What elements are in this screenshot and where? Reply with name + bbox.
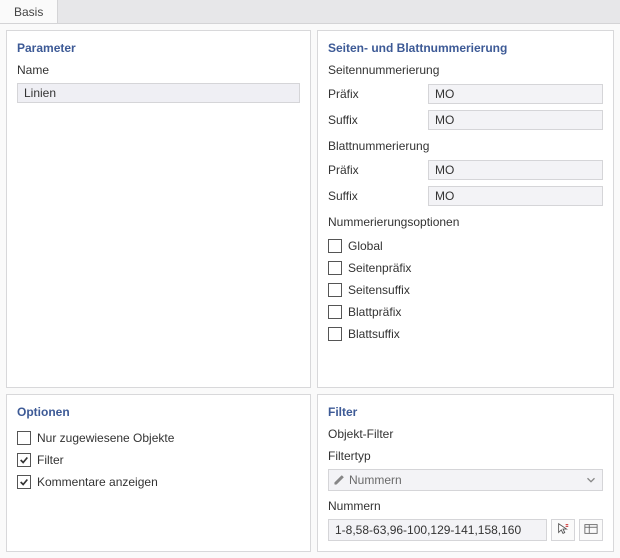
pick-button[interactable] — [551, 519, 575, 541]
sheet-prefix-label: Präfix — [328, 163, 428, 177]
checkbox[interactable] — [328, 239, 342, 253]
filtertype-dropdown[interactable]: Nummern — [328, 469, 603, 491]
panel-parameter: Parameter Name Linien — [6, 30, 311, 388]
checkbox[interactable] — [328, 327, 342, 341]
options-list: Nur zugewiesene Objekte Filter Kommentare … — [17, 427, 300, 493]
chevron-down-icon — [584, 473, 598, 487]
sheet-suffix-label: Suffix — [328, 189, 428, 203]
page-numbering-heading: Seitennummerierung — [328, 63, 603, 77]
numbers-label: Nummern — [328, 499, 603, 513]
page-prefix-value: MO — [435, 87, 454, 101]
numbering-option-1[interactable]: Seitenpräfix — [328, 257, 603, 279]
table-button[interactable] — [579, 519, 603, 541]
numbers-value: 1-8,58-63,96-100,129-141,158,160 — [335, 523, 521, 537]
checkbox[interactable] — [328, 261, 342, 275]
panel-options: Optionen Nur zugewiesene Objekte Filter Ko… — [6, 394, 311, 552]
panel-title: Filter — [328, 405, 603, 419]
panel-title: Optionen — [17, 405, 300, 419]
panels-grid: Parameter Name Linien Seiten- und Blattn… — [0, 24, 620, 558]
page-suffix-value: MO — [435, 113, 454, 127]
checkbox-label: Blattsuffix — [348, 327, 400, 341]
tabstrip: Basis — [0, 0, 620, 24]
checkbox-label: Blattpräfix — [348, 305, 401, 319]
numbering-option-0[interactable]: Global — [328, 235, 603, 257]
checkbox[interactable] — [328, 305, 342, 319]
page-prefix-input[interactable]: MO — [428, 84, 603, 104]
page-prefix-row: Präfix MO — [328, 83, 603, 105]
sheet-prefix-value: MO — [435, 163, 454, 177]
tab-basis[interactable]: Basis — [0, 0, 58, 23]
panel-numbering: Seiten- und Blattnummerierung Seitennumm… — [317, 30, 614, 388]
numbering-option-4[interactable]: Blattsuffix — [328, 323, 603, 345]
name-label: Name — [17, 63, 300, 77]
page-suffix-label: Suffix — [328, 113, 428, 127]
page-prefix-label: Präfix — [328, 87, 428, 101]
checkbox[interactable] — [17, 431, 31, 445]
option-2[interactable]: Kommentare anzeigen — [17, 471, 300, 493]
table-icon — [584, 522, 598, 539]
checkbox[interactable] — [17, 453, 31, 467]
sheet-prefix-input[interactable]: MO — [428, 160, 603, 180]
panel-filter: Filter Objekt-Filter Filtertyp Nummern N… — [317, 394, 614, 552]
cursor-icon — [556, 522, 570, 539]
name-value: Linien — [24, 86, 56, 100]
checkbox-label: Seitenpräfix — [348, 261, 411, 275]
checkbox-label: Filter — [37, 453, 64, 467]
numbering-options-list: Global Seitenpräfix Seitensuffix Blattpräfi… — [328, 235, 603, 345]
sheet-suffix-row: Suffix MO — [328, 185, 603, 207]
sheet-suffix-input[interactable]: MO — [428, 186, 603, 206]
checkbox[interactable] — [328, 283, 342, 297]
panel-title: Seiten- und Blattnummerierung — [328, 41, 603, 55]
object-filter-heading: Objekt-Filter — [328, 427, 603, 441]
tab-label: Basis — [14, 5, 43, 19]
checkbox-label: Nur zugewiesene Objekte — [37, 431, 174, 445]
sheet-numbering-heading: Blattnummerierung — [328, 139, 603, 153]
sheet-prefix-row: Präfix MO — [328, 159, 603, 181]
checkbox-label: Seitensuffix — [348, 283, 410, 297]
page-suffix-input[interactable]: MO — [428, 110, 603, 130]
numbering-options-heading: Nummerierungsoptionen — [328, 215, 603, 229]
numbers-row: 1-8,58-63,96-100,129-141,158,160 — [328, 519, 603, 541]
edit-icon — [333, 472, 347, 486]
page-suffix-row: Suffix MO — [328, 109, 603, 131]
checkbox-label: Global — [348, 239, 383, 253]
option-1[interactable]: Filter — [17, 449, 300, 471]
numbering-option-2[interactable]: Seitensuffix — [328, 279, 603, 301]
name-input[interactable]: Linien — [17, 83, 300, 103]
panel-title: Parameter — [17, 41, 300, 55]
numbering-option-3[interactable]: Blattpräfix — [328, 301, 603, 323]
settings-window: Basis Parameter Name Linien Seiten- und … — [0, 0, 620, 529]
option-0[interactable]: Nur zugewiesene Objekte — [17, 427, 300, 449]
filtertype-label: Filtertyp — [328, 449, 603, 463]
sheet-suffix-value: MO — [435, 189, 454, 203]
numbers-input[interactable]: 1-8,58-63,96-100,129-141,158,160 — [328, 519, 547, 541]
checkbox[interactable] — [17, 475, 31, 489]
checkbox-label: Kommentare anzeigen — [37, 475, 158, 489]
filtertype-value: Nummern — [349, 473, 402, 487]
